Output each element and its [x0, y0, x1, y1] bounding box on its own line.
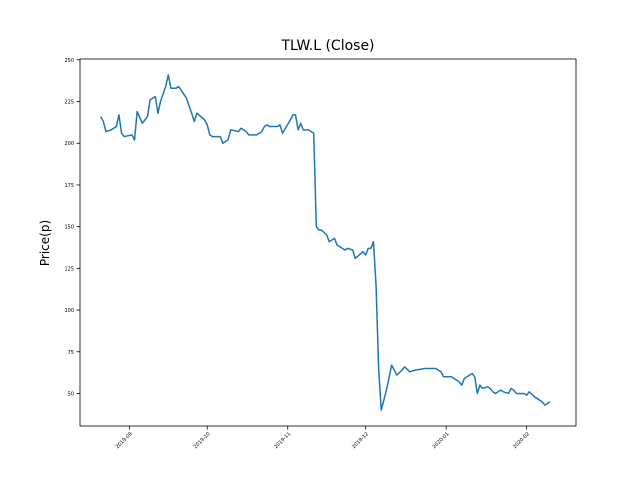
y-tick-label: 175	[64, 183, 74, 189]
chart-title: TLW.L (Close)	[280, 38, 374, 54]
y-tick-label: 100	[64, 308, 74, 314]
y-tick-label: 75	[68, 350, 74, 356]
y-axis-label: Price(p)	[38, 220, 52, 266]
y-tick-label: 250	[64, 58, 74, 64]
y-tick-label: 50	[68, 391, 74, 397]
y-tick-label: 225	[64, 100, 74, 106]
y-tick-label: 150	[64, 225, 74, 231]
plot-frame	[79, 58, 577, 427]
price-line	[100, 74, 551, 411]
y-tick-label: 200	[64, 141, 74, 147]
y-tick-label: 125	[64, 266, 74, 272]
